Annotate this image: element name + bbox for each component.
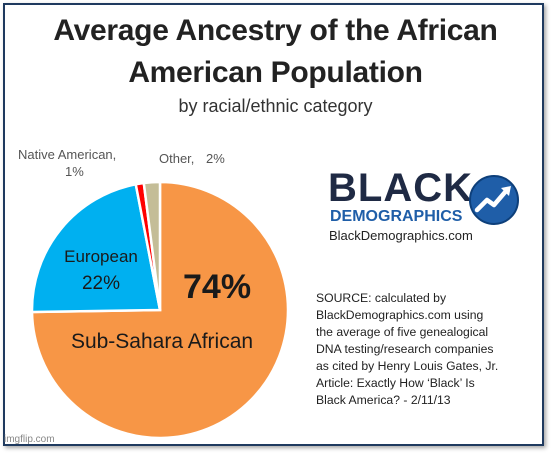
label-name-european: European (64, 247, 138, 266)
label-value-native-american: 1% (65, 164, 84, 179)
logo-wordmark-top: BLACK (328, 166, 473, 210)
pie-slice-sub-sahara-african (30, 180, 290, 440)
logo-wordmark-bottom: DEMOGRAPHICS (330, 208, 463, 225)
logo-website: BlackDemographics.com (329, 228, 473, 243)
label-value-other: 2% (206, 151, 225, 166)
pie-slice-other (142, 180, 162, 311)
chart-title-line-2: American Population (128, 56, 423, 89)
label-value-european: 22% (82, 273, 120, 294)
watermark: imgflip.com (4, 434, 55, 445)
chart-subtitle: by racial/ethnic category (178, 96, 373, 116)
label-name-native-american: Native American, (18, 147, 116, 162)
pie-slice-european (30, 182, 162, 314)
chart-title-line-1: Average Ancestry of the African (53, 14, 498, 47)
label-value-sub-sahara-african: 74% (183, 268, 251, 306)
label-name-other: Other, (159, 151, 194, 166)
label-name-sub-sahara-african: Sub-Sahara African (71, 330, 253, 353)
source-note: SOURCE: calculated by BlackDemographics.… (316, 291, 499, 407)
black-demographics-logo: BLACK DEMOGRAPHICS BlackDemographics.com (328, 168, 528, 248)
trend-arrow-icon (469, 175, 519, 225)
